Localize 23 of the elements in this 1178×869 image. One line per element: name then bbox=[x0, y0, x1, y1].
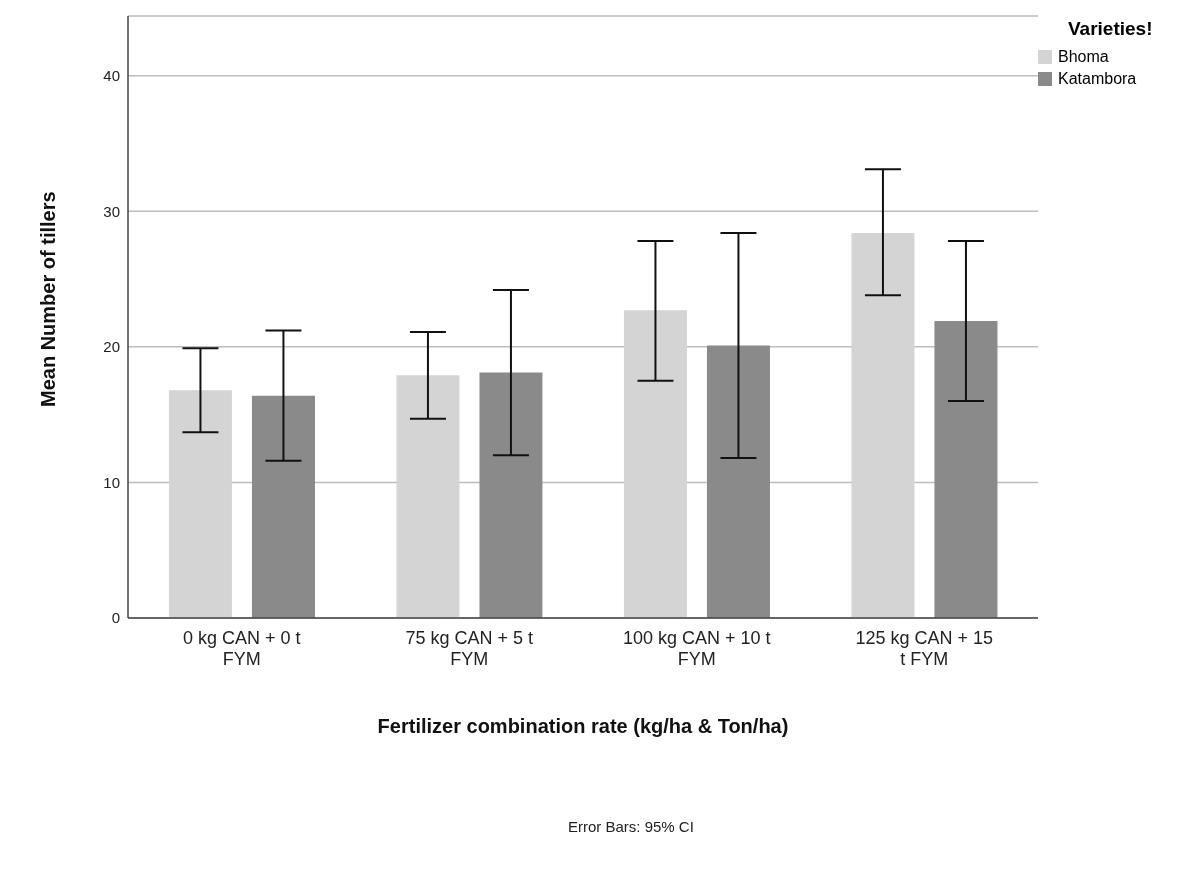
bar bbox=[623, 310, 687, 618]
x-tick-label: 75 kg CAN + 5 t FYM bbox=[405, 628, 534, 669]
x-tick-label: 125 kg CAN + 15 t FYM bbox=[855, 628, 994, 669]
legend-title: Varieties! bbox=[1068, 18, 1153, 40]
bar bbox=[479, 372, 543, 618]
legend-label: Bhoma bbox=[1058, 48, 1109, 66]
bar bbox=[251, 395, 315, 618]
bar bbox=[934, 321, 998, 618]
bar bbox=[168, 390, 232, 618]
x-axis-title: Fertilizer combination rate (kg/ha & Ton/ha) bbox=[377, 715, 789, 737]
bar bbox=[706, 345, 770, 618]
y-axis-title: Mean Number of tillers bbox=[37, 191, 60, 407]
y-tick-label: 10 bbox=[103, 473, 120, 491]
bar bbox=[851, 232, 915, 618]
legend-label: Katambora bbox=[1058, 70, 1137, 88]
y-tick-label: 20 bbox=[103, 338, 120, 356]
text: Error Bars: 95% CI bbox=[568, 818, 694, 835]
y-tick-label: 40 bbox=[103, 66, 120, 84]
bar bbox=[396, 375, 460, 618]
x-tick-label: 0 kg CAN + 0 t FYM bbox=[182, 628, 301, 669]
x-tick-label: 100 kg CAN + 10 t FYM bbox=[622, 628, 771, 669]
y-tick-label: 0 bbox=[111, 609, 120, 627]
y-tick-label: 30 bbox=[103, 202, 120, 220]
